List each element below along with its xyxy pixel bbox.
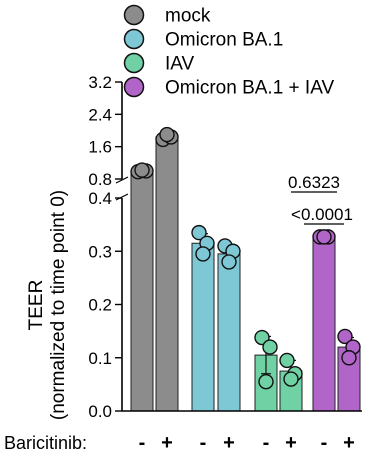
axis-break-lower [115, 193, 129, 201]
bar-3 [217, 253, 241, 412]
bar-2 [191, 242, 215, 412]
point-2-2 [195, 246, 211, 262]
legend-label-3: Omicron BA.1 + IAV [165, 78, 334, 99]
legend-label-0: mock [165, 6, 211, 27]
upper-tick-label-1: 1.6 [88, 138, 112, 157]
x-category-label-4: - [263, 432, 270, 454]
legend-marker-0 [123, 4, 145, 26]
lower-tick-label-3: 0.3 [88, 242, 112, 261]
point-5-0 [279, 352, 295, 369]
lower-tick-label-0: 0.0 [88, 402, 112, 421]
x-row-label: Baricitinib: [4, 433, 87, 453]
point-3-2 [221, 254, 237, 270]
data-points [130, 126, 361, 390]
x-category-label-3: + [223, 432, 235, 454]
axis-break-upper [115, 176, 129, 184]
lower-tick-label-1: 0.1 [88, 349, 112, 368]
y-axis-title: TEER (normalized to time point 0) [26, 190, 69, 420]
lower-tick-label-4: 0.4 [88, 189, 112, 208]
legend-marker-1 [123, 28, 145, 50]
x-category-label-6: - [321, 432, 328, 454]
point-4-1 [262, 339, 278, 355]
upper-tick-label-2: 2.4 [88, 105, 112, 124]
lower-tick-label-2: 0.2 [88, 296, 112, 315]
x-category-label-5: + [285, 432, 297, 454]
legend-marker-3 [123, 76, 145, 98]
point-5-2 [283, 371, 299, 387]
y-axis-title-line-2: (normalized to time point 0) [48, 190, 69, 420]
point-7-2 [341, 350, 357, 366]
significance-annotations: 0.6323 <0.0001 [288, 173, 353, 225]
point-7-0 [337, 328, 353, 345]
x-category-labels: - + - + - + - + [139, 432, 355, 454]
annotation-p-value-2: <0.0001 [291, 205, 353, 224]
x-category-label-7: + [343, 432, 355, 454]
legend-label-2: IAV [165, 54, 195, 75]
legend-label-1: Omicron BA.1 [165, 30, 283, 51]
legend: mock Omicron BA.1 IAV Omicron BA.1 + IAV [123, 4, 334, 99]
x-category-label-1: + [161, 432, 173, 454]
bar-6 [312, 236, 336, 412]
upper-tick-label-3: 3.2 [88, 73, 112, 92]
tick-labels: 0.8 1.6 2.4 3.2 0.0 0.1 0.2 0.3 0.4 [88, 73, 122, 421]
bar-1 [155, 136, 179, 412]
point-0-2 [134, 162, 150, 178]
y-axis-title-line-1: TEER [26, 280, 47, 331]
point-6-2 [316, 229, 332, 245]
legend-marker-2 [123, 52, 145, 74]
x-category-label-2: - [200, 432, 207, 454]
upper-tick-label-0: 0.8 [88, 170, 112, 189]
point-4-2 [258, 374, 274, 390]
point-1-2 [159, 126, 175, 143]
annotation-p-value-1: 0.6323 [288, 173, 340, 192]
bar-0 [130, 170, 154, 412]
point-2-0 [191, 224, 207, 241]
x-category-label-0: - [139, 432, 146, 454]
